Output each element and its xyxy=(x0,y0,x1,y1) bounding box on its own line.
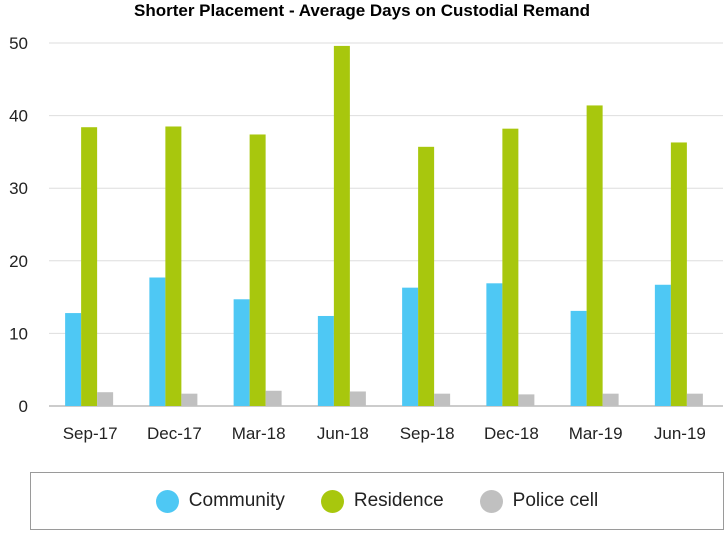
legend-marker-community xyxy=(155,489,179,513)
bar-community[interactable] xyxy=(233,299,250,406)
legend-marker-police-cell xyxy=(479,489,503,513)
x-tick-label: Dec-17 xyxy=(147,424,202,443)
bar-residence[interactable] xyxy=(249,134,266,406)
legend-item-community[interactable]: Community xyxy=(155,489,285,513)
bar-police-cell[interactable] xyxy=(518,394,535,406)
bar-community[interactable] xyxy=(486,283,503,406)
chart-title: Shorter Placement - Average Days on Cust… xyxy=(134,1,590,20)
bar-residence[interactable] xyxy=(670,142,687,406)
y-tick-label: 50 xyxy=(9,34,28,53)
x-tick-label: Sep-18 xyxy=(400,424,455,443)
legend-label-police-cell: Police cell xyxy=(512,490,599,511)
x-tick-label: Sep-17 xyxy=(63,424,118,443)
bar-residence[interactable] xyxy=(333,45,350,407)
y-tick-label: 30 xyxy=(9,179,28,198)
legend-label-community: Community xyxy=(188,490,285,511)
legend-marker-residence xyxy=(320,489,344,513)
x-tick-label: Mar-18 xyxy=(232,424,286,443)
x-axis: Sep-17 Dec-17 Mar-18 Jun-18 Sep-18 Dec-18 Mar-… xyxy=(63,424,706,443)
y-tick-label: 0 xyxy=(19,397,28,416)
bar-police-cell[interactable] xyxy=(181,393,198,406)
y-tick-label: 40 xyxy=(9,107,28,126)
legend: Community Residence Police cell xyxy=(30,472,724,530)
bar-police-cell[interactable] xyxy=(602,393,619,406)
x-tick-label: Dec-18 xyxy=(484,424,539,443)
bar-residence[interactable] xyxy=(81,127,98,406)
bar-community[interactable] xyxy=(65,313,82,406)
bar-community[interactable] xyxy=(570,310,587,406)
chart: Shorter Placement - Average Days on Cust… xyxy=(9,1,723,443)
x-tick-label: Jun-18 xyxy=(317,424,369,443)
y-axis: 0 10 20 30 40 50 xyxy=(9,34,28,416)
bar-police-cell[interactable] xyxy=(97,392,114,406)
bar-residence[interactable] xyxy=(418,146,435,406)
y-tick-label: 20 xyxy=(9,252,28,271)
bar-police-cell[interactable] xyxy=(349,391,366,406)
bar-residence[interactable] xyxy=(502,128,519,406)
y-tick-label: 10 xyxy=(9,324,28,343)
bar-residence[interactable] xyxy=(165,126,182,407)
bar-community[interactable] xyxy=(654,284,671,406)
bar-community[interactable] xyxy=(317,315,334,406)
legend-label-residence: Residence xyxy=(353,490,444,511)
x-tick-label: Mar-19 xyxy=(569,424,623,443)
bar-community[interactable] xyxy=(402,287,419,406)
legend-item-residence[interactable]: Residence xyxy=(320,489,444,513)
bars xyxy=(65,45,703,407)
bar-community[interactable] xyxy=(149,277,166,406)
legend-item-police-cell[interactable]: Police cell xyxy=(479,489,599,513)
bar-police-cell[interactable] xyxy=(434,393,451,406)
bar-police-cell[interactable] xyxy=(265,390,282,406)
bar-residence[interactable] xyxy=(586,105,603,406)
bar-police-cell[interactable] xyxy=(686,393,703,406)
x-tick-label: Jun-19 xyxy=(654,424,706,443)
